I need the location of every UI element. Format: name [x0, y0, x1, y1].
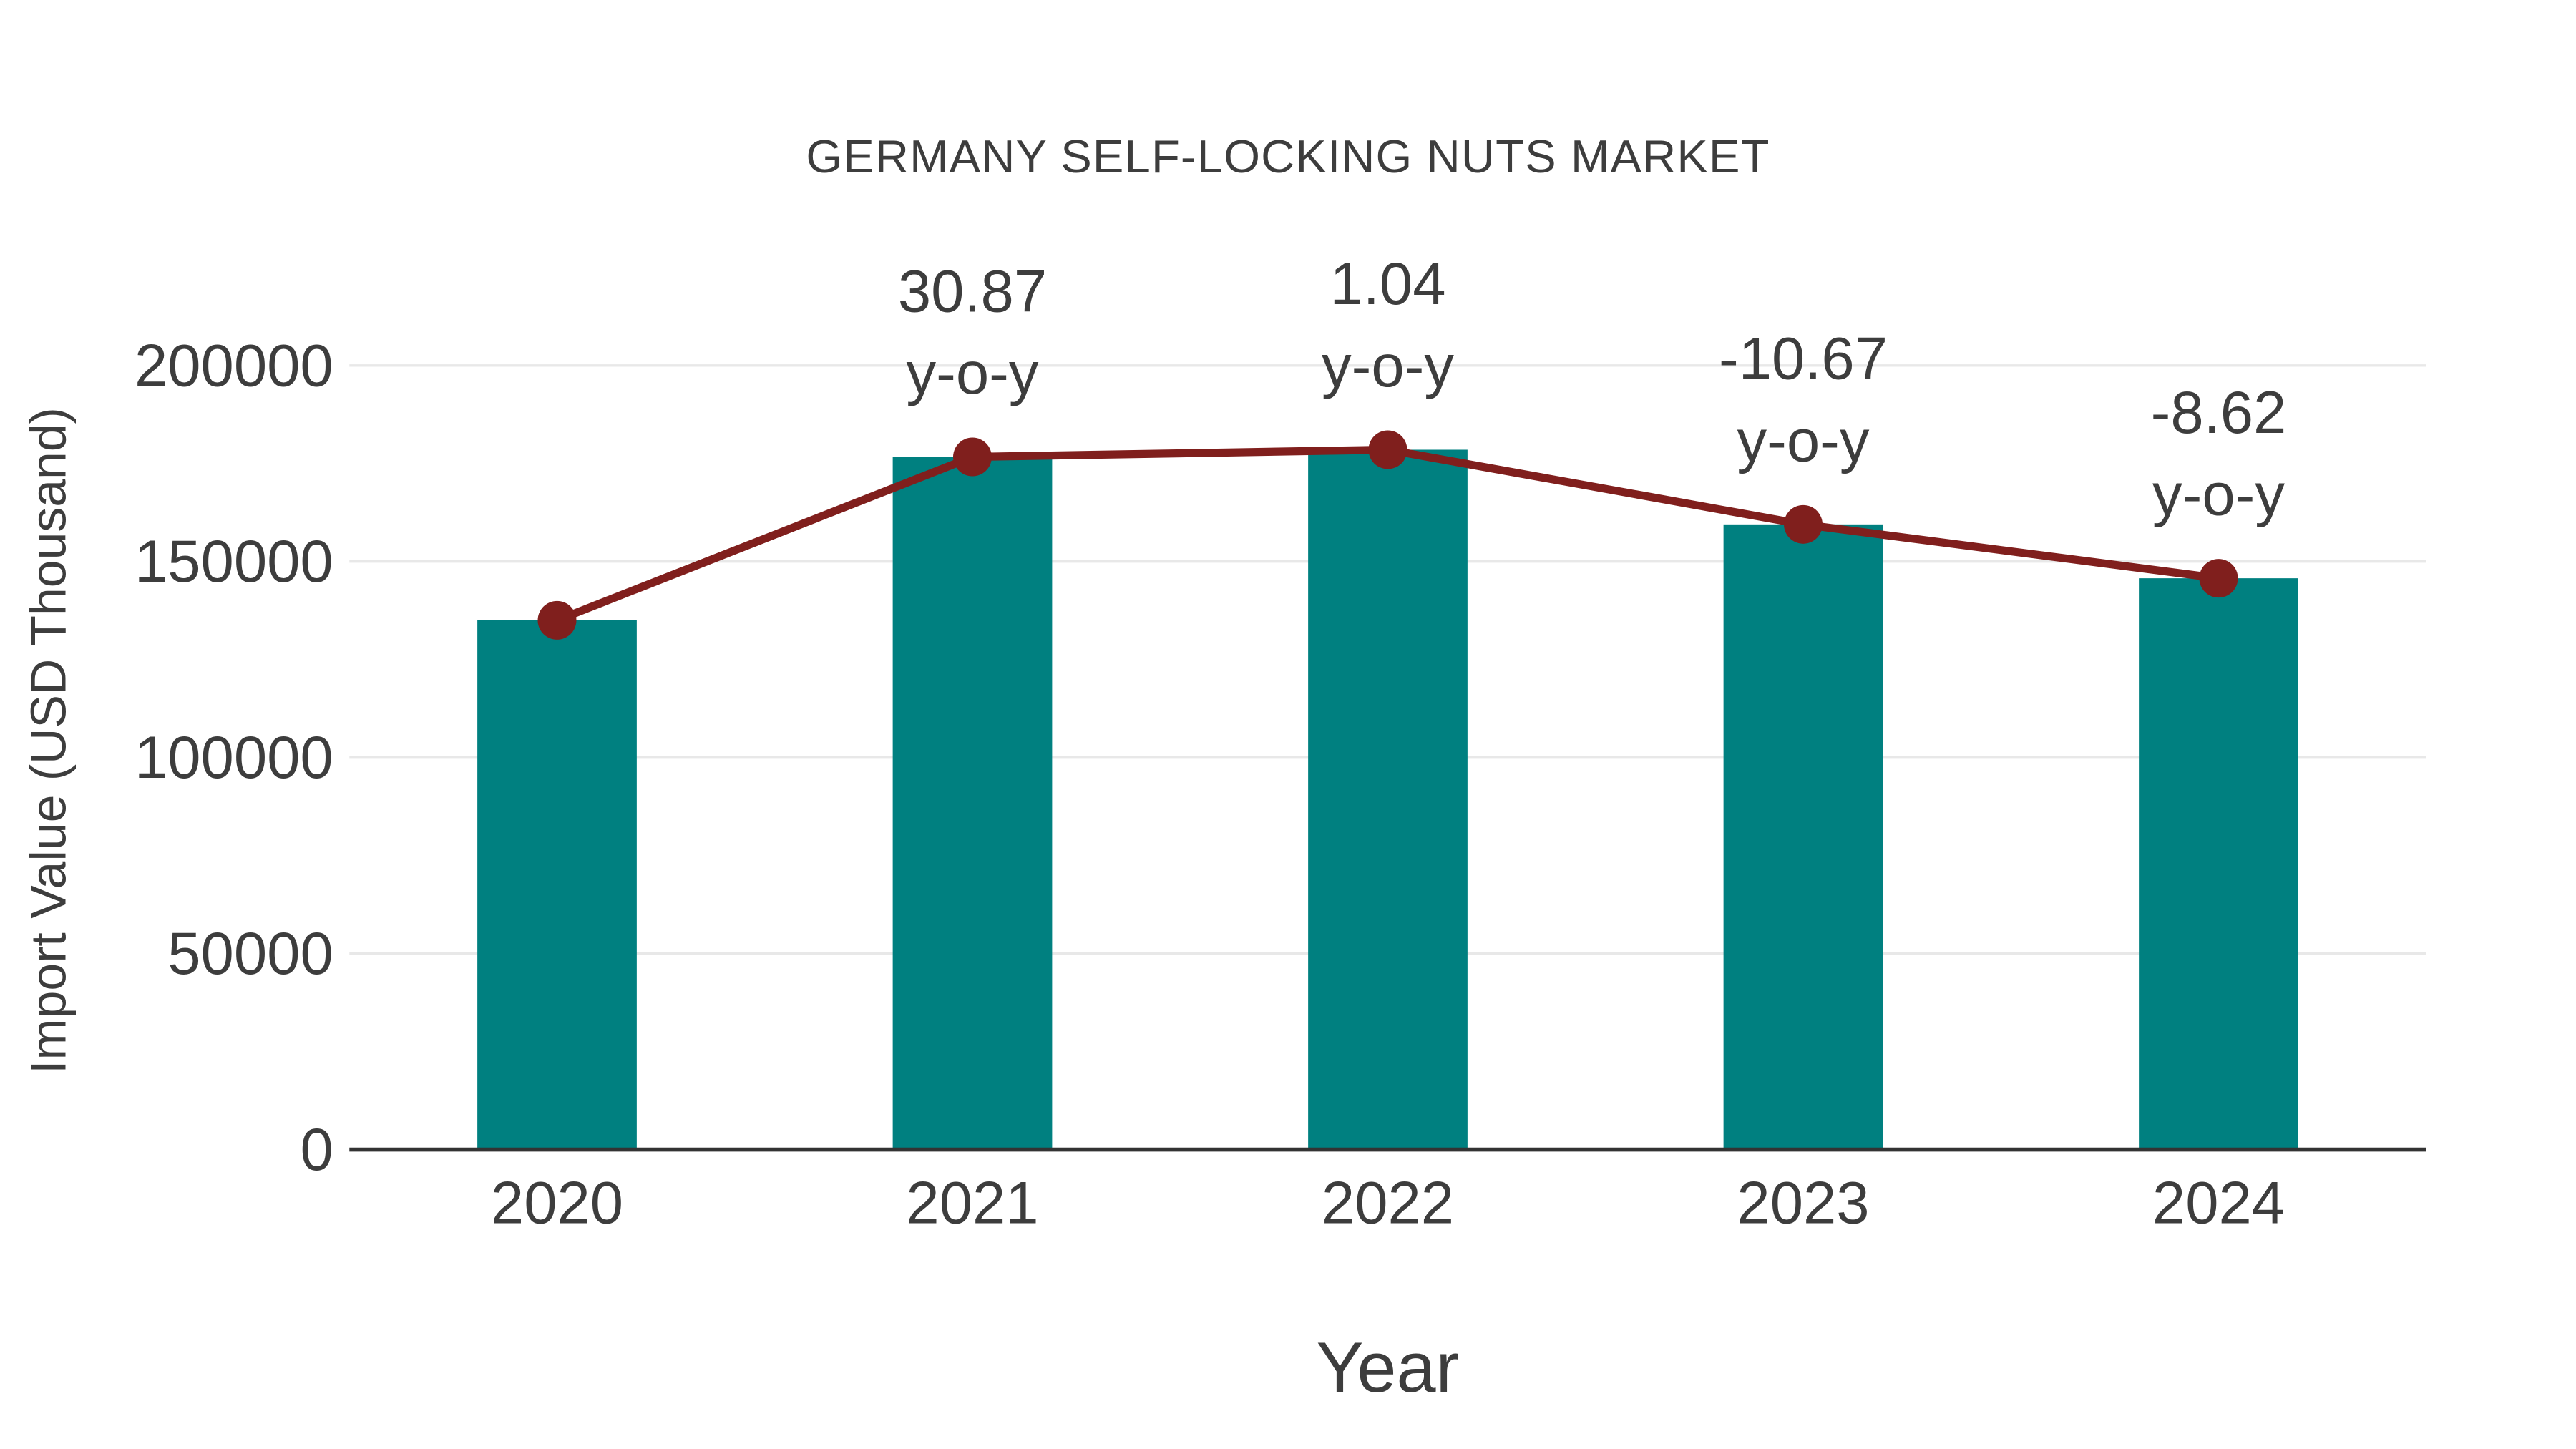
annotations-layer: 30.87 y-o-y 1.04 y-o-y -10.67 y-o-y -8.62 y-o-y [898, 250, 2287, 527]
y-tick-label: 0 [300, 1116, 333, 1183]
annotation-unit: y-o-y [2152, 462, 2285, 528]
markers-layer [537, 430, 2238, 640]
y-tick-label: 150000 [135, 528, 333, 595]
bar-2022 [1308, 449, 1468, 1150]
y-tick-label: 50000 [167, 920, 333, 987]
chart-title: GERMANY SELF-LOCKING NUTS MARKET [806, 130, 1770, 182]
bar-2024 [2139, 578, 2298, 1150]
x-tick-label: 2022 [1322, 1169, 1454, 1236]
bars-layer [477, 449, 2298, 1150]
annotation-unit: y-o-y [1322, 333, 1454, 399]
annotation-value: -10.67 [1719, 326, 1888, 392]
x-axis-title: Year [1316, 1327, 1459, 1407]
y-tick-label: 200000 [135, 332, 333, 399]
annotation-unit: y-o-y [907, 340, 1039, 406]
annotation-value: 1.04 [1330, 250, 1445, 317]
annotation-value: -8.62 [2151, 379, 2287, 446]
x-tick-labels-layer: 2020 2021 2022 2023 2024 [491, 1169, 2285, 1236]
marker-2024 [2199, 559, 2238, 598]
y-axis-title: Import Value (USD Thousand) [20, 407, 76, 1074]
annotation-value: 30.87 [898, 258, 1047, 324]
x-tick-label: 2020 [491, 1169, 623, 1236]
marker-2021 [953, 437, 992, 477]
y-tick-labels-layer: 0 50000 100000 150000 200000 [135, 332, 333, 1183]
bar-2020 [477, 620, 637, 1150]
y-tick-label: 100000 [135, 724, 333, 791]
x-tick-label: 2023 [1737, 1169, 1869, 1236]
marker-2020 [537, 600, 577, 640]
bar-2023 [1723, 524, 1883, 1150]
marker-2023 [1784, 504, 1823, 544]
annotation-unit: y-o-y [1737, 407, 1870, 474]
x-tick-label: 2021 [906, 1169, 1038, 1236]
x-tick-label: 2024 [2152, 1169, 2285, 1236]
marker-2022 [1368, 430, 1407, 469]
bar-2021 [892, 457, 1053, 1150]
